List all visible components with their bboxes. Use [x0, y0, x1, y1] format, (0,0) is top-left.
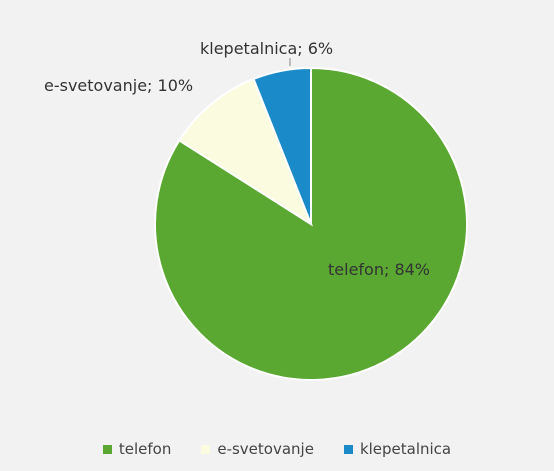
legend-swatch-e-svetovanje [201, 444, 211, 454]
data-label-e-svetovanje: e-svetovanje; 10% [44, 76, 193, 95]
legend-item-klepetalnica: klepetalnica [343, 440, 452, 458]
legend-label-telefon: telefon [118, 440, 172, 458]
pie-slices [154, 66, 468, 381]
pie-data-labels: telefon; 84% e-svetovanje; 10% klepetaln… [44, 39, 430, 279]
pie-slice-e-svetovanje [177, 77, 314, 227]
data-label-telefon: telefon; 84% [328, 260, 430, 279]
data-label-klepetalnica: klepetalnica; 6% [200, 39, 333, 58]
legend-label-klepetalnica: klepetalnica [359, 440, 452, 458]
chart-legend: telefon e-svetovanje klepetalnica [0, 436, 554, 462]
legend-swatch-telefon [102, 444, 112, 454]
legend-item-telefon: telefon [102, 440, 172, 458]
legend-label-e-svetovanje: e-svetovanje [217, 440, 314, 458]
legend-swatch-klepetalnica [343, 444, 353, 454]
legend-item-e-svetovanje: e-svetovanje [201, 440, 314, 458]
pie-slice-klepetalnica [252, 66, 312, 225]
